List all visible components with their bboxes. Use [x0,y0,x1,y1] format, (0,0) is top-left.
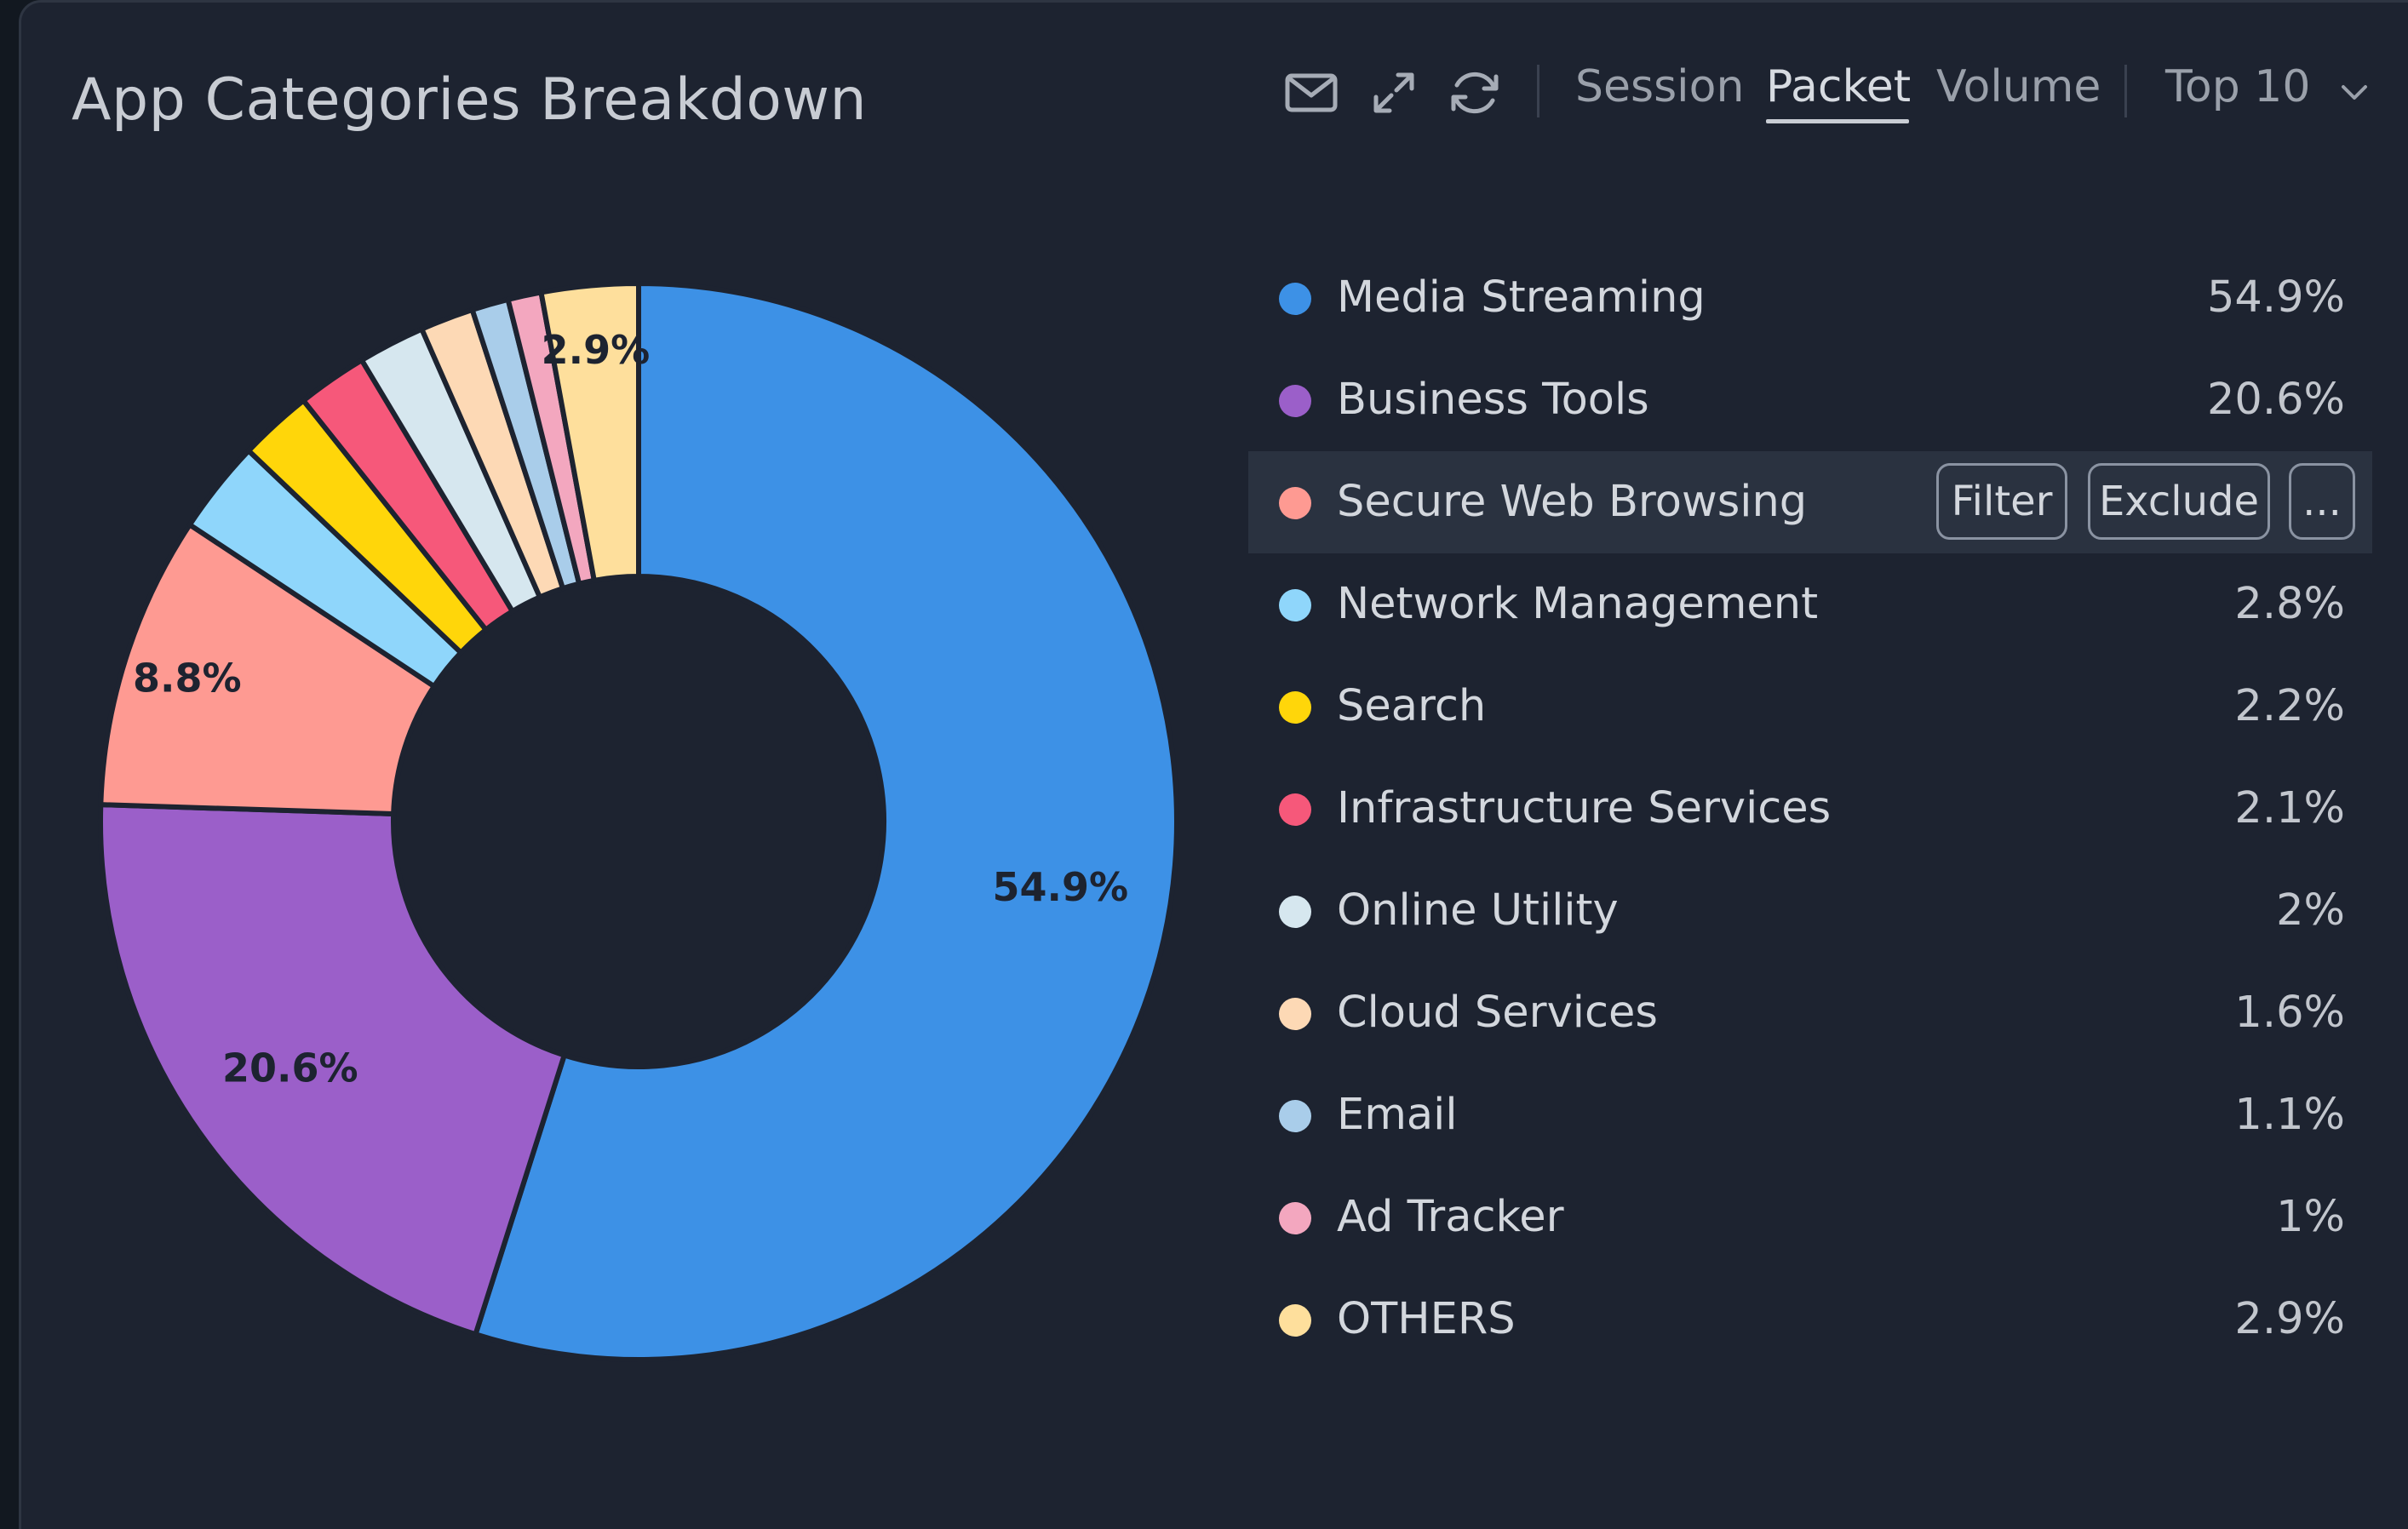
legend-color-dot [1279,896,1311,928]
donut-slice-business-tools[interactable] [98,802,567,1337]
legend-label: Online Utility [1337,885,1619,936]
refresh-icon[interactable] [1445,63,1505,123]
tab-volume[interactable]: Volume [1936,61,2101,112]
legend-label: Media Streaming [1337,272,1706,323]
legend-label: Search [1337,681,1487,731]
legend-label: Infrastructure Services [1337,783,1832,833]
legend-item[interactable]: Online Utility 2% [1248,860,2372,962]
legend-label: Secure Web Browsing [1337,477,1808,527]
legend-value: 1.6% [2234,988,2345,1038]
slice-value-label: 8.8% [133,655,242,701]
legend-item[interactable]: Cloud Services 1.6% [1248,962,2372,1064]
legend-color-dot [1279,793,1311,826]
legend-item[interactable]: Secure Web Browsing8.8%FilterExclude... [1248,451,2372,553]
slice-value-label: 2.9% [542,327,651,373]
legend-color-dot [1279,385,1311,417]
legend-item[interactable]: Business Tools 20.6% [1248,349,2372,451]
donut-slice-others[interactable] [538,281,641,583]
filter-button[interactable]: Filter [1936,463,2067,540]
legend-color-dot [1279,589,1311,621]
legend-item[interactable]: Search 2.2% [1248,656,2372,758]
legend-color-dot [1279,283,1311,315]
legend-item[interactable]: Ad Tracker 1% [1248,1166,2372,1268]
toolbar-divider [2124,65,2127,117]
legend-item[interactable]: Media Streaming 54.9% [1248,247,2372,349]
legend-color-dot [1279,487,1311,519]
legend-label: Ad Tracker [1337,1192,1564,1242]
legend-value: 2.8% [2234,579,2345,629]
more-options-button[interactable]: ... [2289,463,2355,540]
legend-item[interactable]: OTHERS 2.9% [1248,1268,2372,1371]
legend-color-dot [1279,691,1311,724]
toolbar-divider [1537,65,1539,117]
legend-label: Network Management [1337,579,1819,629]
legend-label: Business Tools [1337,375,1649,425]
legend-label: Cloud Services [1337,988,1658,1038]
donut-chart: 54.9% 20.6% 8.8% 2.9% [98,281,1179,1362]
legend-value: 2.1% [2234,783,2345,833]
donut-slice-secure-web-browsing[interactable] [98,522,437,816]
legend-value: 20.6% [2206,375,2345,425]
legend-color-dot [1279,1304,1311,1337]
legend-label: Email [1337,1090,1458,1140]
expand-icon[interactable] [1364,63,1424,123]
tab-packet[interactable]: Packet [1766,61,1912,112]
legend-item[interactable]: Infrastructure Services 2.1% [1248,758,2372,860]
slice-value-label: 54.9% [993,864,1129,910]
slice-value-label: 20.6% [222,1045,358,1091]
exclude-button[interactable]: Exclude [2088,463,2270,540]
donut-slice-media-streaming[interactable] [473,281,1179,1362]
legend-color-dot [1279,1100,1311,1132]
legend-value: 1% [2276,1192,2345,1242]
mail-icon[interactable] [1281,63,1341,123]
top-n-select[interactable]: Top 10 [2165,61,2311,112]
chevron-down-icon[interactable] [2333,72,2376,114]
legend-value: 2% [2276,885,2345,936]
legend-color-dot [1279,1202,1311,1234]
legend-value: 2.9% [2234,1294,2345,1344]
active-tab-indicator [1766,119,1909,123]
legend-item[interactable]: Network Management 2.8% [1248,553,2372,656]
legend-item[interactable]: Email 1.1% [1248,1064,2372,1166]
legend-color-dot [1279,998,1311,1030]
chart-title: App Categories Breakdown [72,66,868,134]
legend-value: 1.1% [2234,1090,2345,1140]
tab-session[interactable]: Session [1575,61,1745,112]
legend-value: 54.9% [2206,272,2345,323]
legend-value: 2.2% [2234,681,2345,731]
legend-label: OTHERS [1337,1294,1516,1344]
